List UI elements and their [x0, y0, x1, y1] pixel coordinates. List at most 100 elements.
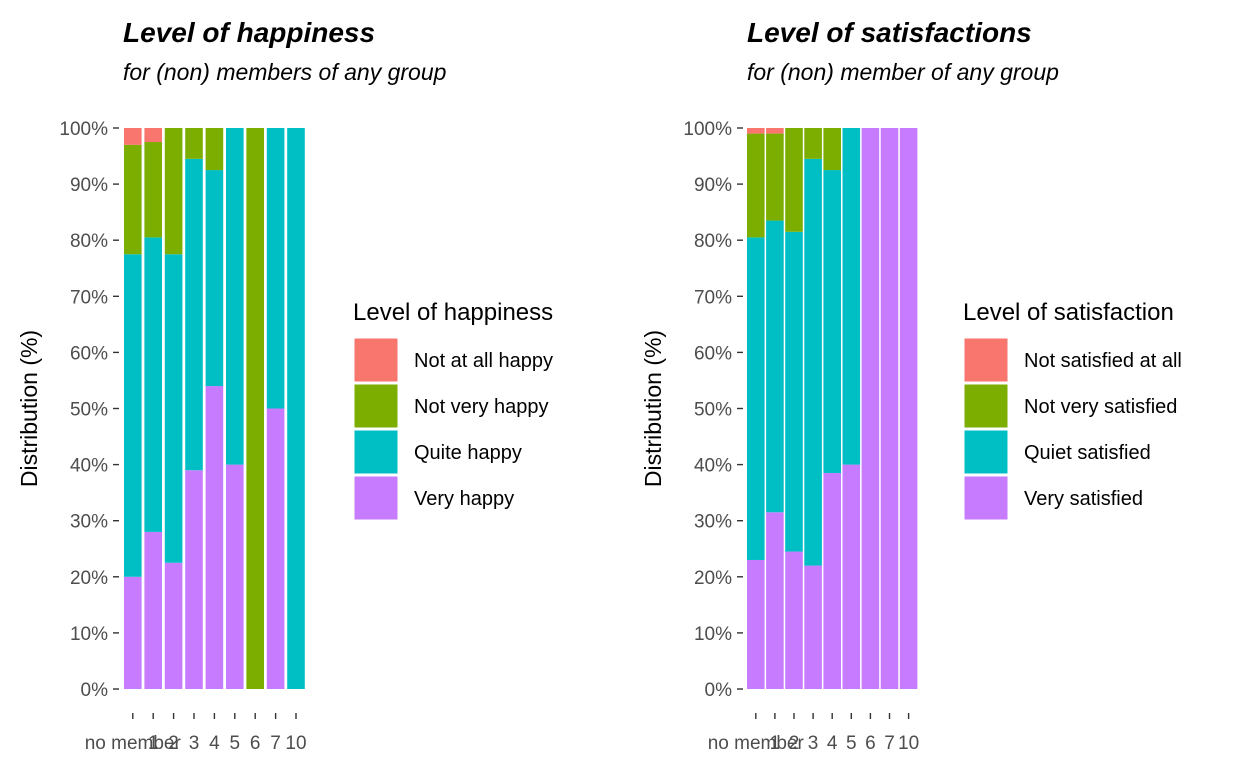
bar-segment — [804, 128, 822, 159]
bar-segment — [144, 531, 162, 689]
x-tick-label: no member — [85, 733, 182, 754]
bar-segment — [185, 470, 203, 689]
x-tick-label: 2 — [789, 733, 800, 754]
legend-key — [963, 383, 1009, 429]
bar-segment — [164, 562, 183, 689]
legend-label: Very satisfied — [1024, 488, 1143, 510]
chart-title: Level of satisfactions — [747, 17, 1032, 48]
y-tick-label: 70% — [694, 287, 732, 308]
bar-segment — [124, 254, 142, 577]
bar-segment — [164, 128, 183, 255]
bar-segment — [226, 128, 244, 465]
y-axis-label: Distribution (%) — [16, 330, 42, 487]
bar-segment — [124, 144, 142, 255]
bar-segment — [747, 133, 765, 238]
x-tick-label: 7 — [884, 733, 895, 754]
bar-segment — [205, 386, 224, 689]
bar-segment — [266, 128, 285, 409]
bar-segment — [144, 128, 162, 143]
bar-segment — [185, 158, 203, 471]
bar-segment — [804, 565, 822, 689]
y-tick-label: 20% — [70, 568, 108, 589]
y-tick-label: 100% — [683, 119, 732, 140]
bar-segment — [205, 128, 224, 171]
bar-segment — [766, 128, 784, 134]
y-tick-label: 90% — [70, 175, 108, 196]
y-tick-label: 40% — [70, 456, 108, 477]
x-tick-label: 1 — [770, 733, 781, 754]
x-tick-label: 1 — [148, 733, 159, 754]
bar-segment — [766, 220, 784, 513]
y-tick-label: 100% — [59, 119, 108, 140]
legend-title: Level of happiness — [353, 299, 553, 326]
y-tick-label: 10% — [70, 624, 108, 645]
legend-label: Quite happy — [414, 442, 522, 464]
y-tick-label: 70% — [70, 287, 108, 308]
x-tick-label: 3 — [189, 733, 200, 754]
x-tick-label: 4 — [209, 733, 220, 754]
bar-segment — [144, 142, 162, 238]
legend-title: Level of satisfaction — [963, 299, 1174, 326]
bar-segment — [747, 559, 765, 689]
y-tick-label: 80% — [70, 231, 108, 252]
x-tick-label: 5 — [846, 733, 857, 754]
bar-segment — [842, 128, 861, 465]
y-tick-label: 60% — [70, 343, 108, 364]
y-axis-label: Distribution (%) — [640, 330, 666, 487]
x-tick-label: 6 — [865, 733, 876, 754]
x-tick-label: 6 — [250, 733, 261, 754]
y-tick-label: 40% — [694, 456, 732, 477]
bar-segment — [823, 473, 841, 689]
y-tick-label: 0% — [705, 680, 733, 701]
legend-label: Not satisfied at all — [1024, 350, 1182, 372]
legend-key — [353, 337, 399, 383]
chart-subtitle: for (non) members of any group — [123, 59, 447, 85]
x-tick-label: 3 — [808, 733, 819, 754]
legend-key — [963, 429, 1009, 475]
legend-label: Very happy — [414, 488, 514, 510]
x-tick-label: 5 — [230, 733, 241, 754]
x-tick-label: 7 — [270, 733, 281, 754]
legend-key — [353, 475, 399, 521]
bar-segment — [842, 464, 861, 689]
y-tick-label: 30% — [70, 512, 108, 533]
bar-segment — [785, 551, 803, 689]
bar-segment — [899, 128, 918, 689]
legend-key — [963, 475, 1009, 521]
y-tick-label: 50% — [694, 400, 732, 421]
legend-key — [963, 337, 1009, 383]
bar-segment — [226, 464, 244, 689]
bar-segment — [823, 170, 841, 474]
bar-segment — [205, 170, 224, 387]
bar-segment — [804, 158, 822, 566]
bar-segment — [785, 128, 803, 232]
legend-label: Not very satisfied — [1024, 396, 1177, 418]
chart-subtitle: for (non) member of any group — [747, 59, 1059, 85]
chart-2: Level of satisfactions for (non) member … — [640, 17, 1182, 754]
bar-segment — [766, 133, 784, 221]
x-tick-label: 4 — [827, 733, 838, 754]
chart-1: Level of happiness for (non) members of a… — [16, 17, 553, 754]
bar-segment — [124, 128, 142, 145]
y-tick-label: 80% — [694, 231, 732, 252]
y-tick-label: 10% — [694, 624, 732, 645]
bar-segment — [785, 231, 803, 552]
x-tick-label: 10 — [898, 733, 919, 754]
y-tick-label: 90% — [694, 175, 732, 196]
bar-segment — [766, 512, 784, 689]
bar-segment — [246, 128, 264, 689]
x-tick-label: 2 — [168, 733, 179, 754]
legend-label: Quiet satisfied — [1024, 442, 1151, 464]
y-tick-label: 60% — [694, 343, 732, 364]
bar-segment — [124, 576, 142, 689]
chart-title: Level of happiness — [123, 17, 375, 48]
y-tick-label: 50% — [70, 400, 108, 421]
y-tick-label: 20% — [694, 568, 732, 589]
bar-segment — [823, 128, 841, 171]
bar-segment — [266, 408, 285, 689]
legend-key — [353, 429, 399, 475]
y-tick-label: 30% — [694, 512, 732, 533]
legend-label: Not very happy — [414, 396, 549, 418]
bar-segment — [880, 128, 899, 689]
